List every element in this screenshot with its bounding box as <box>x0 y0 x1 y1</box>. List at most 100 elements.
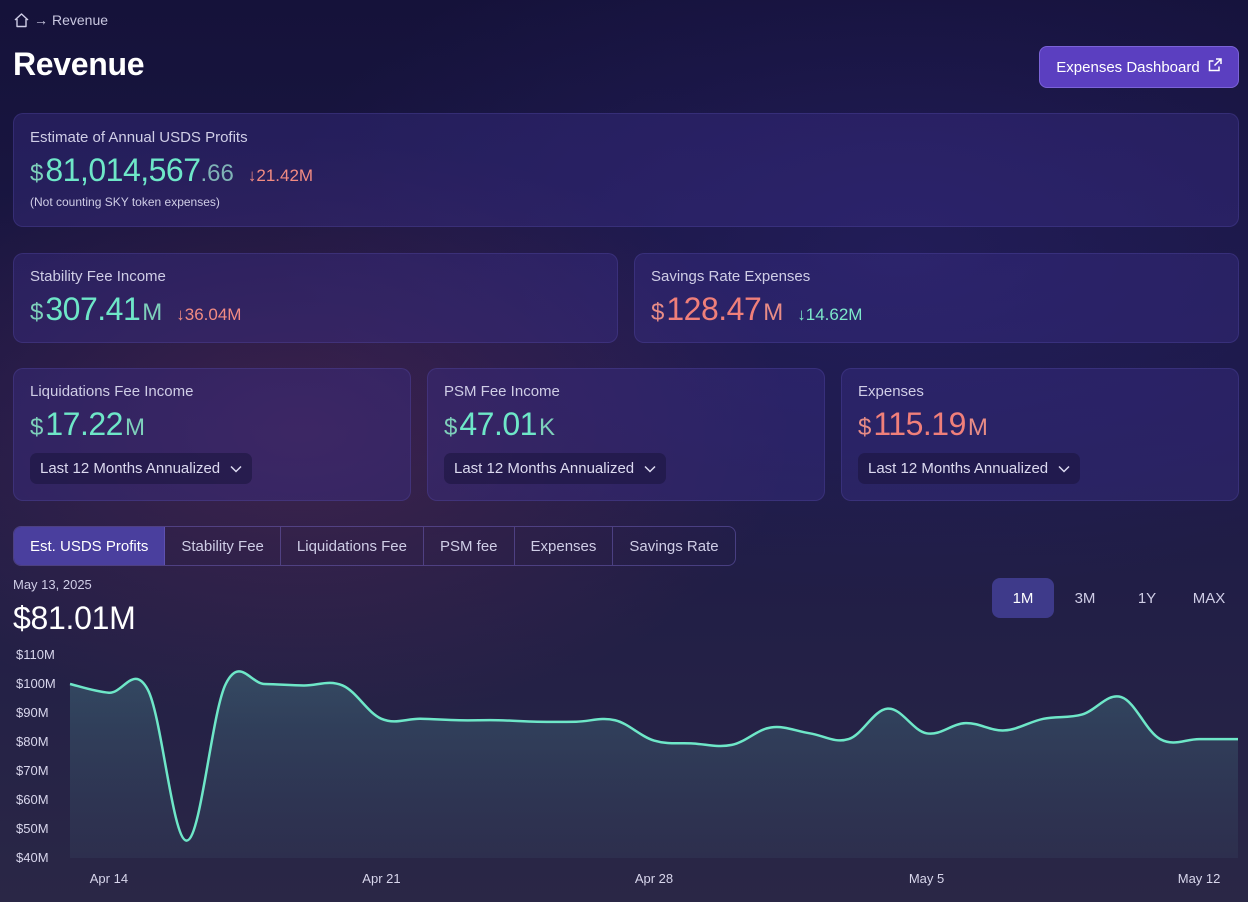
x-tick-label: May 5 <box>909 871 944 886</box>
profits-decimals: .66 <box>200 160 234 187</box>
expenses-period-label: Last 12 Months Annualized <box>868 460 1049 477</box>
tab-est-usds-profits[interactable]: Est. USDS Profits <box>14 527 166 565</box>
savings-rate-currency: $ <box>651 299 665 326</box>
chart-date: May 13, 2025 <box>13 577 92 592</box>
data-point[interactable] <box>573 719 579 725</box>
liquidations-period-label: Last 12 Months Annualized <box>40 460 221 477</box>
profits-currency: $ <box>30 160 44 187</box>
data-point[interactable] <box>612 717 618 723</box>
profits-note: (Not counting SKY token expenses) <box>30 195 220 209</box>
data-point[interactable] <box>651 738 657 744</box>
psm-period-label: Last 12 Months Annualized <box>454 460 635 477</box>
liquidations-label: Liquidations Fee Income <box>30 383 194 400</box>
range-3m-button[interactable]: 3M <box>1074 589 1096 607</box>
data-point[interactable] <box>106 690 112 696</box>
liquidations-period-select[interactable]: Last 12 Months Annualized <box>30 453 253 484</box>
data-point[interactable] <box>145 687 151 693</box>
expenses-card: Expenses $ 115.19 M Last 12 Months Annua… <box>841 368 1239 501</box>
psm-currency: $ <box>444 414 458 441</box>
chart-line <box>69 670 1238 842</box>
data-point[interactable] <box>262 681 268 687</box>
chevron-down-icon <box>230 460 242 477</box>
liquidations-card: Liquidations Fee Income $ 17.22 M Last 1… <box>13 368 411 501</box>
stability-fee-delta: ↓36.04M <box>176 305 242 324</box>
data-point[interactable] <box>1196 736 1202 742</box>
profits-card: Estimate of Annual USDS Profits $ 81,014… <box>13 113 1239 227</box>
data-point[interactable] <box>1001 727 1007 733</box>
data-point[interactable] <box>67 681 73 687</box>
tab-stability-fee[interactable]: Stability Fee <box>165 527 281 565</box>
range-max-button[interactable]: MAX <box>1192 589 1226 607</box>
data-point[interactable] <box>768 725 774 731</box>
chart-area <box>70 671 1238 858</box>
home-icon[interactable] <box>13 12 30 28</box>
expenses-currency: $ <box>858 414 872 441</box>
tab-expenses[interactable]: Expenses <box>515 527 614 565</box>
y-tick-label: $100M <box>16 676 56 691</box>
data-point[interactable] <box>1040 716 1046 722</box>
profits-value: 81,014,567 <box>45 152 201 188</box>
expenses-label: Expenses <box>858 383 924 400</box>
y-tick-label: $80M <box>16 734 49 749</box>
data-point[interactable] <box>1118 694 1124 700</box>
tab-psm-fee[interactable]: PSM fee <box>424 527 515 565</box>
data-point[interactable] <box>690 740 696 746</box>
y-tick-label: $70M <box>16 763 49 778</box>
data-point[interactable] <box>378 716 384 722</box>
data-point[interactable] <box>807 730 813 736</box>
data-point[interactable] <box>495 717 501 723</box>
expenses-period-select[interactable]: Last 12 Months Annualized <box>858 453 1081 484</box>
y-tick-label: $60M <box>16 792 49 807</box>
savings-rate-suffix: M <box>763 299 784 326</box>
tab-savings-rate[interactable]: Savings Rate <box>629 537 719 555</box>
data-point[interactable] <box>223 681 229 687</box>
savings-rate-value: 128.47 <box>666 291 762 327</box>
data-point[interactable] <box>184 838 190 844</box>
liquidations-value: 17.22 <box>45 406 123 442</box>
data-point[interactable] <box>1079 711 1085 717</box>
profits-chart[interactable]: $110M $100M $90M $80M $70M $60M $50M $40M Apr 1… <box>0 640 1248 902</box>
psm-label: PSM Fee Income <box>444 383 560 400</box>
data-point[interactable] <box>729 742 735 748</box>
data-point[interactable] <box>1235 736 1241 742</box>
arrow-down-icon: ↓ <box>247 166 257 185</box>
y-tick-label: $40M <box>16 850 49 865</box>
expenses-dashboard-button[interactable]: Expenses Dashboard <box>1039 46 1239 88</box>
chevron-down-icon <box>644 460 656 477</box>
data-point[interactable] <box>417 716 423 722</box>
stability-fee-label: Stability Fee Income <box>30 268 166 285</box>
range-selector: 1M 3M 1Y MAX <box>992 578 1240 618</box>
liquidations-suffix: M <box>124 414 145 441</box>
data-point[interactable] <box>846 736 852 742</box>
x-tick-label: Apr 21 <box>362 871 400 886</box>
data-point[interactable] <box>340 682 346 688</box>
page-title: Revenue <box>13 46 145 82</box>
stability-fee-suffix: M <box>142 299 163 326</box>
psm-period-select[interactable]: Last 12 Months Annualized <box>444 453 667 484</box>
data-point[interactable] <box>962 720 968 726</box>
breadcrumb-current: Revenue <box>52 12 109 28</box>
chevron-down-icon <box>1058 460 1070 477</box>
data-point[interactable] <box>301 682 307 688</box>
psm-card: PSM Fee Income $ 47.01 K Last 12 Months … <box>427 368 825 501</box>
expenses-dashboard-label: Expenses Dashboard <box>1056 58 1200 76</box>
chart-tabs: Est. USDS Profits Stability Fee Liquidat… <box>13 526 736 566</box>
savings-rate-delta: ↓14.62M <box>797 305 863 324</box>
range-1y-button[interactable]: 1Y <box>1137 589 1157 607</box>
range-1m-button[interactable]: 1M <box>992 578 1054 618</box>
stability-fee-currency: $ <box>30 299 44 326</box>
psm-value: 47.01 <box>459 406 537 442</box>
external-link-icon <box>1208 58 1222 76</box>
arrow-down-icon: ↓ <box>797 305 806 324</box>
arrow-right-icon: → <box>34 12 48 28</box>
breadcrumb: → Revenue <box>13 12 108 28</box>
x-tick-label: May 12 <box>1178 871 1221 886</box>
profits-label: Estimate of Annual USDS Profits <box>30 129 248 146</box>
chart-value: $81.01M <box>13 600 136 636</box>
data-point[interactable] <box>534 719 540 725</box>
data-point[interactable] <box>456 717 462 723</box>
tab-liquidations-fee[interactable]: Liquidations Fee <box>281 527 424 565</box>
data-point[interactable] <box>924 730 930 736</box>
data-point[interactable] <box>885 706 891 712</box>
data-point[interactable] <box>1157 736 1163 742</box>
